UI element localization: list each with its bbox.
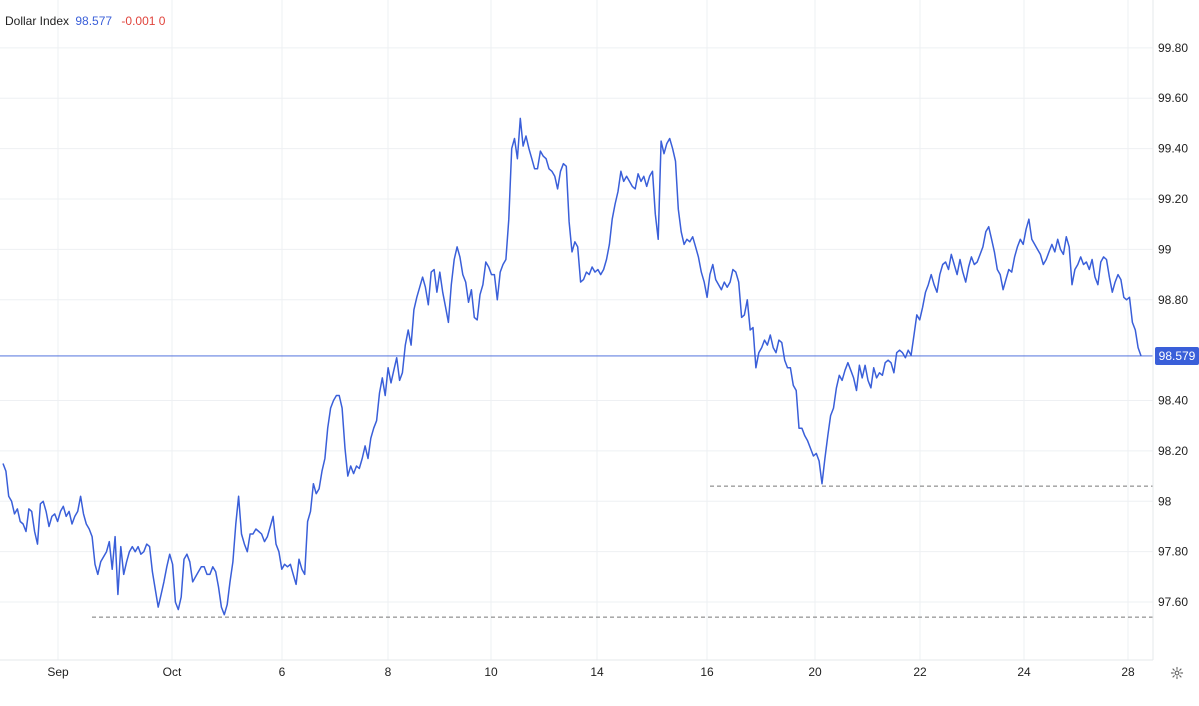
y-tick-label: 99.20 [1158, 192, 1188, 206]
x-tick-label: 22 [913, 665, 927, 679]
legend-change: -0.001 0 [121, 14, 166, 28]
x-tick-label: 28 [1121, 665, 1135, 679]
y-tick-label: 97.60 [1158, 595, 1188, 609]
last-price-label: 98.579 [1159, 349, 1196, 363]
legend: Dollar Index 98.577 -0.001 0 [5, 14, 165, 28]
y-tick-label: 99 [1158, 242, 1172, 256]
y-tick-label: 98.20 [1158, 444, 1188, 458]
y-tick-label: 98.40 [1158, 394, 1188, 408]
x-tick-label: 16 [700, 665, 714, 679]
y-tick-label: 97.80 [1158, 545, 1188, 559]
last-price-tag [1155, 346, 1199, 365]
axis-layer: 97.60 97.80 98 98.20 98.40 98.80 99 99.20 99.40 9… [0, 0, 1199, 679]
x-tick-label: 14 [590, 665, 604, 679]
x-tick-label: 24 [1017, 665, 1031, 679]
settings-gear-icon[interactable] [1169, 665, 1185, 681]
x-tick-label: 20 [808, 665, 822, 679]
y-tick-label: 99.80 [1158, 41, 1188, 55]
series-line-dollar-index[interactable] [2, 117, 1142, 616]
grid-layer [0, 0, 1153, 660]
series-layer[interactable] [2, 117, 1142, 616]
y-tick-label: 99.40 [1158, 142, 1188, 156]
y-tick-label: 99.60 [1158, 91, 1188, 105]
x-tick-label: 6 [279, 665, 286, 679]
y-tick-label: 98.80 [1158, 293, 1188, 307]
x-tick-label: Sep [47, 665, 69, 679]
legend-last-value: 98.577 [75, 14, 113, 28]
legend-series-name: Dollar Index [5, 14, 70, 28]
x-tick-label: 10 [484, 665, 498, 679]
gear-icon [1170, 666, 1184, 680]
y-tick-label: 98 [1158, 494, 1172, 508]
annotation-layer [0, 355, 1153, 618]
x-tick-label: 8 [385, 665, 392, 679]
x-tick-label: Oct [163, 665, 182, 679]
